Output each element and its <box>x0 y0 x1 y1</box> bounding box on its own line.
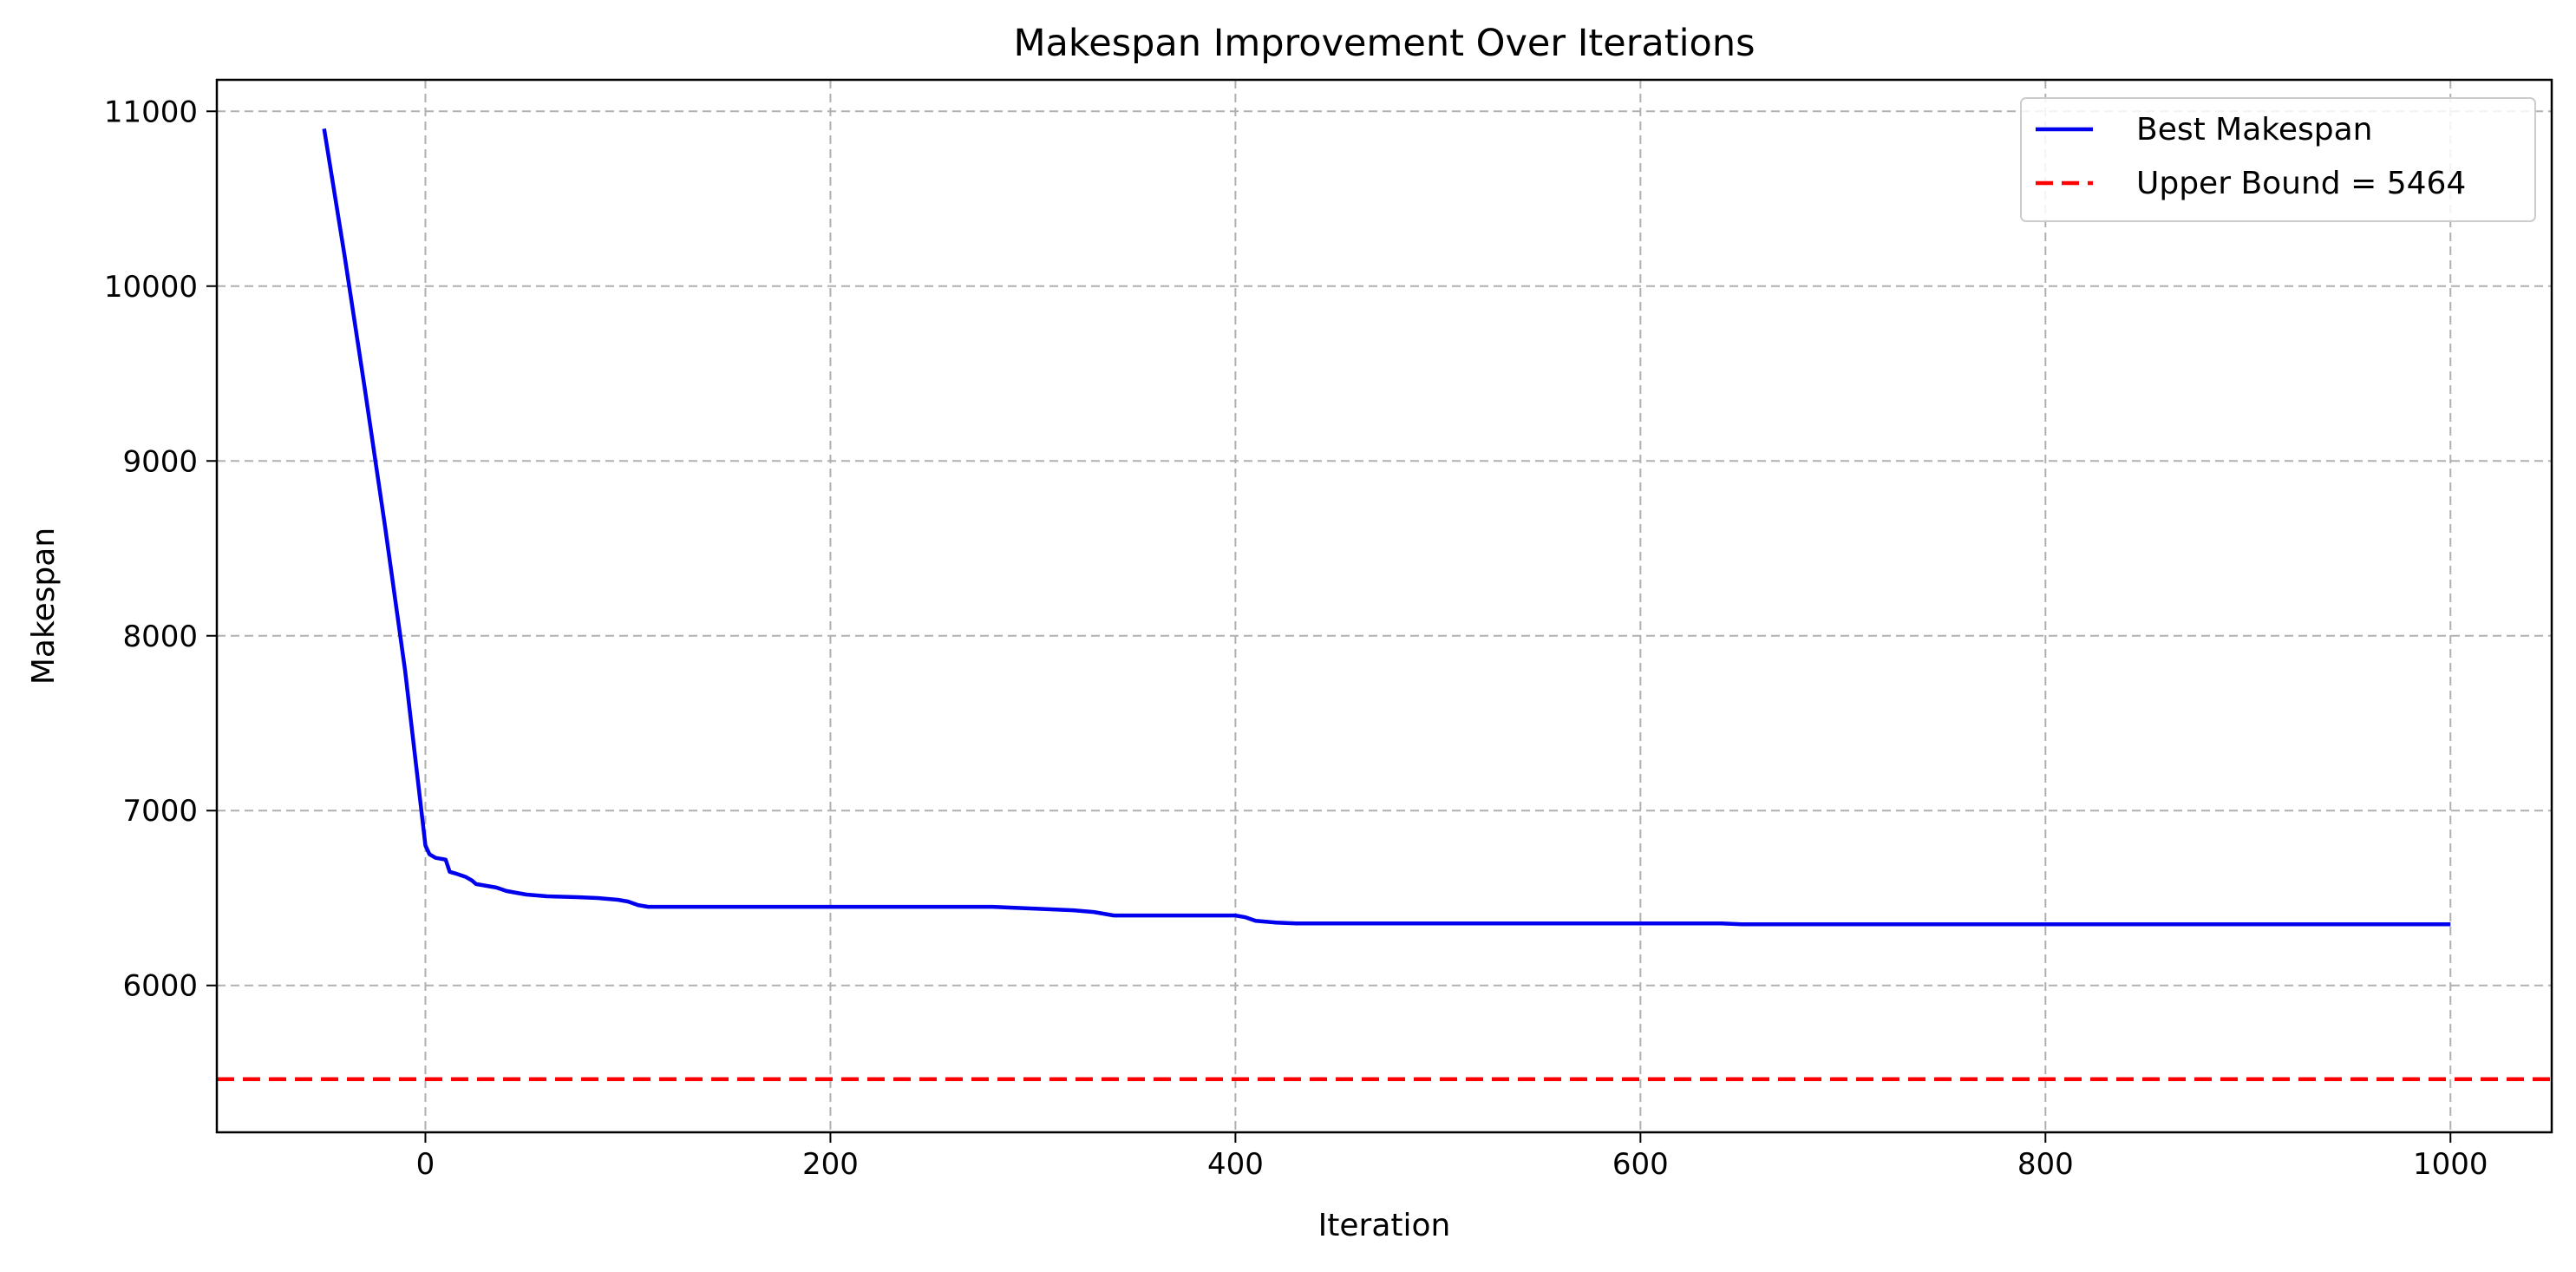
legend-label: Best Makespan <box>2136 112 2372 148</box>
y-axis-ticks: 6000 7000 8000 9000 10000 11000 <box>104 95 217 1004</box>
y-tick-label: 6000 <box>122 969 198 1004</box>
y-tick-label: 11000 <box>104 95 198 129</box>
x-tick-label: 800 <box>2017 1147 2074 1182</box>
plot-lines <box>217 128 2552 1081</box>
x-tick-label: 600 <box>1612 1147 1669 1182</box>
x-tick-label: 1000 <box>2413 1147 2488 1182</box>
x-axis-ticks: 0 200 400 600 800 1000 <box>416 1132 2488 1182</box>
best-makespan-line <box>322 128 2451 927</box>
x-tick-label: 400 <box>1207 1147 1264 1182</box>
x-tick-label: 200 <box>802 1147 859 1182</box>
legend-label: Upper Bound = 5464 <box>2136 166 2466 201</box>
grid-lines <box>217 80 2552 1132</box>
legend-box <box>2020 97 2536 222</box>
y-tick-label: 7000 <box>122 794 198 829</box>
x-axis-label: Iteration <box>1318 1208 1451 1243</box>
x-tick-label: 0 <box>416 1147 435 1182</box>
y-tick-label: 8000 <box>122 620 198 654</box>
chart-title: Makespan Improvement Over Iterations <box>1013 22 1755 65</box>
y-tick-label: 9000 <box>122 444 198 479</box>
y-axis-label: Makespan <box>26 528 62 685</box>
y-tick-label: 10000 <box>104 270 198 305</box>
plot-frame <box>215 78 2553 1134</box>
legend: Best Makespan Upper Bound = 5464 <box>2020 97 2536 222</box>
